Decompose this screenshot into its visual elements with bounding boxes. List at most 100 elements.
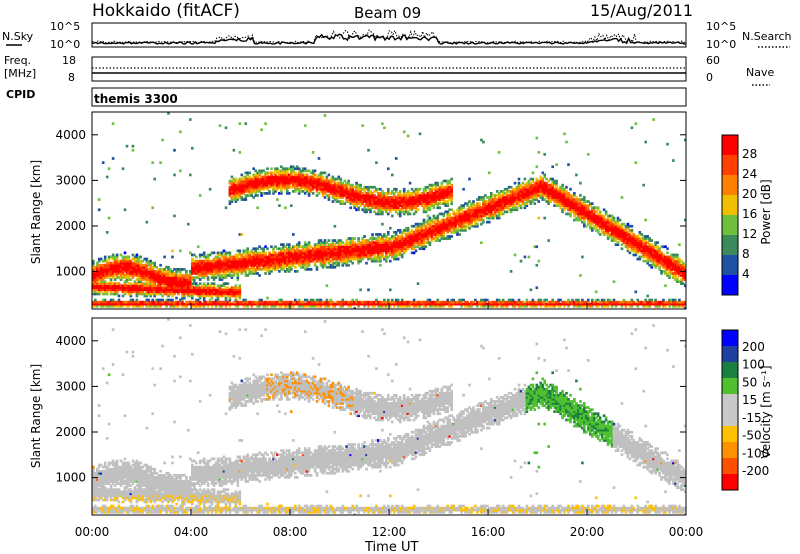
power-cell bbox=[295, 302, 299, 306]
power-cell bbox=[115, 261, 119, 265]
power-cell bbox=[256, 206, 259, 210]
power-cell bbox=[501, 202, 505, 205]
power-cell bbox=[486, 210, 489, 214]
power-cell bbox=[458, 212, 461, 216]
power-cell bbox=[398, 212, 402, 216]
power-cell bbox=[367, 257, 370, 261]
power-cell bbox=[218, 268, 222, 271]
power-cell bbox=[311, 259, 315, 263]
power-cell bbox=[299, 183, 303, 187]
power-cell bbox=[303, 302, 307, 306]
power-cell bbox=[329, 300, 333, 304]
power-cell bbox=[434, 235, 438, 238]
power-cell bbox=[393, 208, 396, 212]
power-cell bbox=[361, 249, 364, 253]
power-cell bbox=[430, 229, 434, 232]
power-cell bbox=[414, 194, 418, 197]
power-cell bbox=[323, 247, 327, 251]
power-cell bbox=[353, 247, 356, 251]
power-cell bbox=[557, 187, 560, 191]
power-cell bbox=[343, 243, 347, 246]
power-cell bbox=[488, 204, 491, 207]
power-cell bbox=[385, 243, 388, 246]
power-cell bbox=[442, 214, 446, 218]
power-cell bbox=[226, 259, 230, 263]
power-cell bbox=[480, 216, 483, 220]
power-cell bbox=[137, 276, 141, 279]
power-cell bbox=[264, 268, 267, 271]
power-cell bbox=[351, 194, 354, 197]
power-cell bbox=[513, 253, 517, 257]
power-cell bbox=[460, 229, 463, 232]
power-cell bbox=[260, 261, 263, 265]
power-cell bbox=[131, 268, 135, 271]
power-cell bbox=[541, 171, 545, 175]
power-cell bbox=[274, 263, 277, 267]
power-cell bbox=[484, 210, 487, 214]
power-cell bbox=[109, 268, 113, 271]
power-cell bbox=[228, 181, 232, 185]
power-cell bbox=[396, 304, 400, 308]
power-cell bbox=[246, 302, 249, 306]
power-cell bbox=[242, 181, 246, 185]
power-cell bbox=[232, 177, 236, 181]
power-cell bbox=[214, 265, 218, 269]
power-cell bbox=[244, 272, 248, 275]
power-cell bbox=[256, 268, 259, 271]
power-cell bbox=[367, 300, 370, 304]
power-cell bbox=[175, 276, 178, 279]
power-cell bbox=[440, 212, 444, 216]
power-cell bbox=[410, 231, 414, 234]
power-cell bbox=[101, 286, 105, 290]
power-cell bbox=[264, 265, 267, 269]
power-cell bbox=[131, 270, 135, 273]
power-cell bbox=[450, 200, 453, 203]
power-cell bbox=[357, 251, 360, 255]
power-cell bbox=[294, 167, 297, 171]
power-cell bbox=[339, 196, 343, 199]
power-cell bbox=[501, 198, 505, 201]
power-cell bbox=[325, 304, 329, 308]
power-cell bbox=[284, 270, 287, 273]
power-cell bbox=[276, 185, 279, 189]
power-cell bbox=[501, 204, 505, 207]
power-cell bbox=[305, 175, 309, 179]
power-cell bbox=[290, 247, 293, 251]
power-cell bbox=[270, 183, 273, 187]
power-cell bbox=[440, 190, 444, 193]
power-cell bbox=[519, 302, 523, 306]
power-cell bbox=[305, 173, 309, 177]
power-cell bbox=[196, 288, 200, 292]
power-cell bbox=[416, 196, 420, 199]
power-cell bbox=[436, 237, 440, 240]
power-cell bbox=[337, 177, 341, 181]
power-cell bbox=[480, 206, 483, 210]
power-cell bbox=[224, 257, 228, 261]
power-cell bbox=[177, 300, 180, 304]
power-cell bbox=[440, 202, 444, 205]
power-cell bbox=[319, 187, 323, 191]
power-cell bbox=[551, 194, 554, 197]
power-cell bbox=[238, 181, 242, 185]
power-cell bbox=[234, 185, 238, 189]
power-cell bbox=[173, 173, 176, 177]
power-cell bbox=[286, 268, 289, 271]
power-cell bbox=[371, 194, 374, 197]
power-cell bbox=[462, 298, 465, 302]
power-cell bbox=[286, 169, 289, 173]
power-cell bbox=[561, 300, 564, 304]
power-cell bbox=[531, 302, 535, 306]
power-cell bbox=[446, 226, 449, 230]
power-cell bbox=[394, 251, 398, 255]
power-cell bbox=[260, 183, 263, 187]
power-cell bbox=[385, 208, 388, 212]
power-cell bbox=[96, 272, 99, 275]
power-cell bbox=[101, 270, 105, 273]
power-cell bbox=[432, 237, 436, 240]
power-cell bbox=[371, 245, 374, 249]
power-cell bbox=[531, 300, 535, 304]
power-cell bbox=[519, 198, 523, 201]
power-cell bbox=[290, 257, 293, 261]
power-cell bbox=[206, 292, 210, 296]
power-cell bbox=[317, 249, 321, 253]
